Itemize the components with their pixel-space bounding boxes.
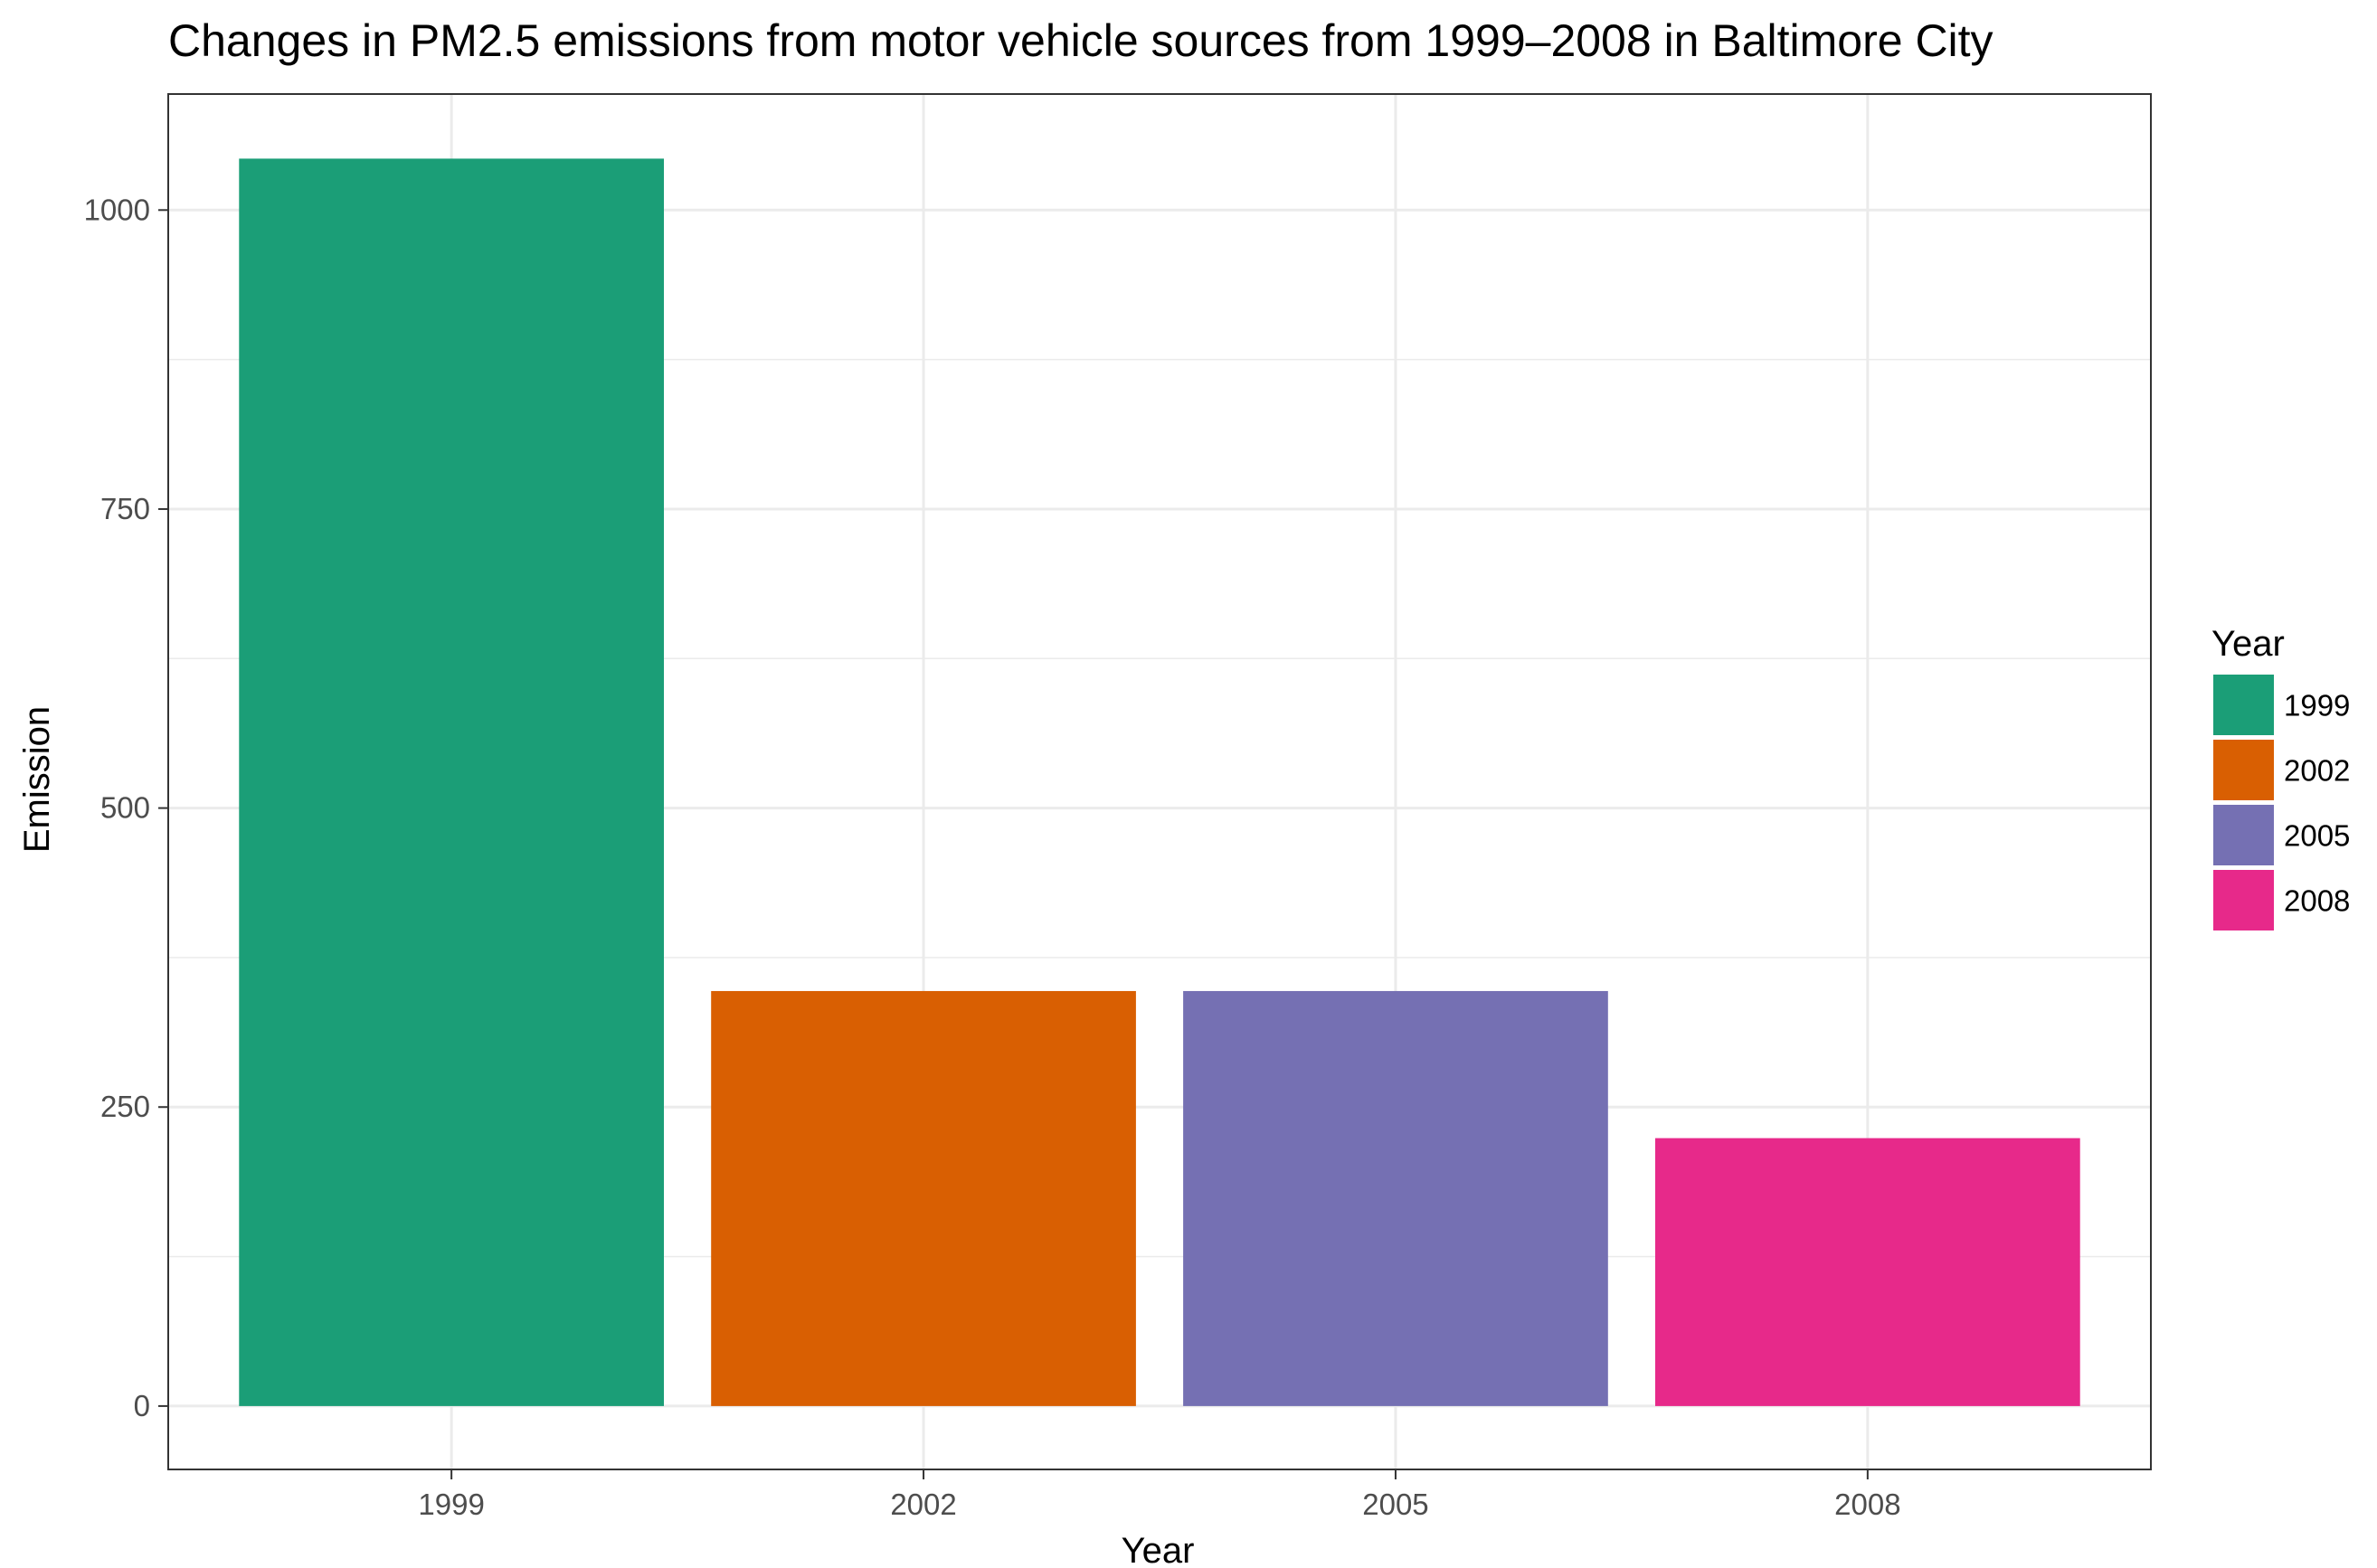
plot-panel-border <box>167 93 2152 1470</box>
y-tick-label: 0 <box>134 1389 150 1422</box>
y-axis: 0 250 500 750 1000 <box>84 193 168 1422</box>
legend-key-1999 <box>2213 675 2274 735</box>
legend-key-2005 <box>2213 805 2274 865</box>
x-axis-title: Year <box>1122 1531 1195 1568</box>
bar-2002 <box>711 990 1136 1406</box>
chart-title: Changes in PM2.5 emissions from motor ve… <box>168 15 1993 66</box>
legend-label-2005: 2005 <box>2284 819 2350 853</box>
legend: Year 1999 2002 2005 2008 <box>2211 624 2350 930</box>
bar-2008 <box>1655 1138 2080 1406</box>
legend-label-1999: 1999 <box>2284 689 2350 723</box>
legend-label-2008: 2008 <box>2284 884 2350 918</box>
y-tick-label: 750 <box>100 492 150 525</box>
bar-1999 <box>239 158 664 1406</box>
legend-entries: 1999 2002 2005 2008 <box>2213 675 2350 930</box>
x-tick-label: 2002 <box>890 1488 956 1521</box>
y-tick-label: 250 <box>100 1090 150 1123</box>
legend-key-2002 <box>2213 740 2274 800</box>
legend-title: Year <box>2211 624 2285 664</box>
x-axis: 1999 2002 2005 2008 <box>418 1469 1901 1521</box>
x-tick-label: 2005 <box>1362 1488 1428 1521</box>
legend-label-2002: 2002 <box>2284 754 2350 788</box>
y-tick-label: 500 <box>100 791 150 825</box>
legend-key-2008 <box>2213 870 2274 930</box>
y-axis-title: Emission <box>17 706 57 853</box>
bars <box>239 158 2080 1406</box>
x-tick-label: 1999 <box>418 1488 484 1521</box>
x-tick-label: 2008 <box>1834 1488 1900 1521</box>
y-tick-label: 1000 <box>84 193 150 226</box>
bar-2005 <box>1183 990 1608 1406</box>
